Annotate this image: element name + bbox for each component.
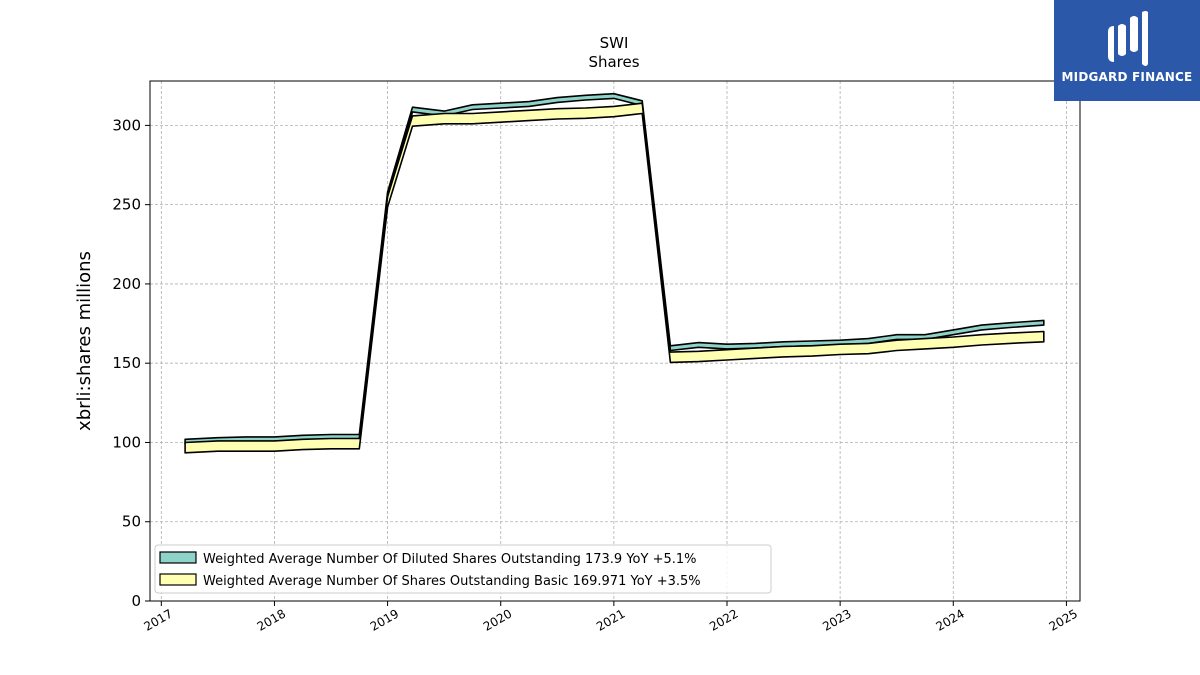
x-tick-label: 2022 — [707, 606, 740, 633]
x-tick-label: 2023 — [820, 606, 853, 633]
chart-subtitle: Shares — [588, 53, 639, 71]
midgard-logo-icon — [1108, 11, 1148, 66]
brand-logo: MIDGARD FINANCE — [1054, 0, 1200, 101]
x-tick-label: 2017 — [141, 606, 174, 633]
chart-title: SWI — [600, 34, 629, 52]
legend: Weighted Average Number Of Diluted Share… — [154, 544, 772, 594]
y-axis-label: xbrli:shares millions — [74, 251, 95, 431]
plot-frame — [149, 80, 1081, 602]
x-tick-label: 2020 — [481, 606, 514, 633]
y-tick-label: 200 — [112, 275, 141, 293]
y-tick-label: 250 — [112, 196, 141, 214]
y-tick-label: 150 — [112, 354, 141, 372]
legend-box — [154, 544, 772, 594]
legend-label-basic: Weighted Average Number Of Shares Outsta… — [203, 574, 701, 589]
series-band-0 — [184, 92, 1045, 445]
x-tick-label: 2025 — [1047, 606, 1080, 633]
legend-swatch-basic — [159, 573, 197, 586]
y-tick-label: 50 — [122, 513, 141, 531]
y-tick-label: 100 — [112, 433, 141, 451]
series-area — [184, 92, 1045, 454]
legend-swatch-diluted — [159, 551, 197, 564]
logo-text: MIDGARD FINANCE — [1061, 70, 1193, 84]
y-tick-label: 300 — [112, 116, 141, 134]
x-tick-label: 2024 — [933, 606, 966, 633]
series-band-1 — [184, 102, 1045, 454]
x-tick-label: 2019 — [368, 606, 401, 633]
y-tick-label: 0 — [131, 592, 141, 610]
legend-label-diluted: Weighted Average Number Of Diluted Share… — [203, 552, 697, 567]
x-tick-label: 2018 — [255, 606, 288, 633]
x-tick-label: 2021 — [594, 606, 627, 633]
